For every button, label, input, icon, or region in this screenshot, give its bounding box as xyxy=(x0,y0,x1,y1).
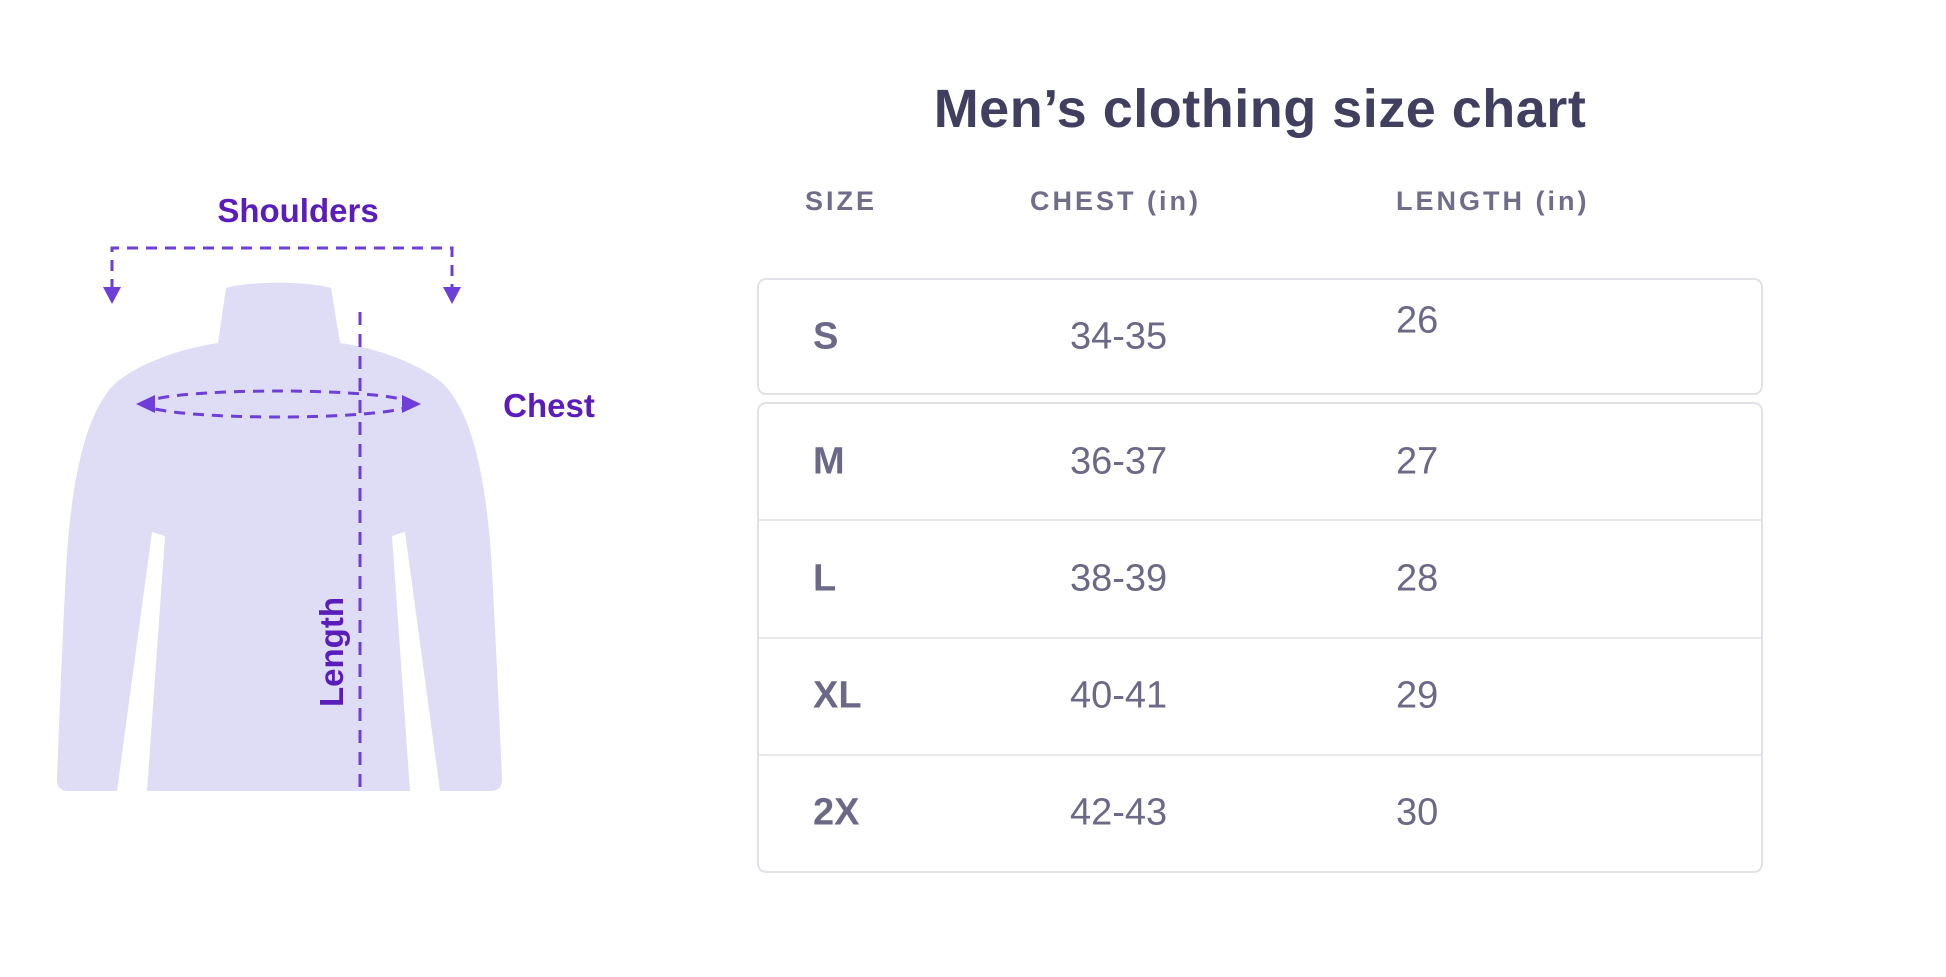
chest-cell: 40-41 xyxy=(1070,674,1168,717)
chest-label: Chest xyxy=(503,387,595,424)
size-cell: L xyxy=(813,557,837,600)
chest-cell: 42-43 xyxy=(1070,791,1168,834)
size-cell: M xyxy=(813,440,845,483)
table-row: M 36-37 27 xyxy=(759,404,1761,519)
length-cell: 29 xyxy=(1396,674,1439,717)
length-label: Length xyxy=(313,597,350,707)
chest-cell: 38-39 xyxy=(1070,557,1168,600)
size-table-row-group-m-2x: M 36-37 27 L 38-39 28 XL 40-41 29 2X 42-… xyxy=(757,402,1763,873)
table-row: 2X 42-43 30 xyxy=(759,753,1761,871)
chest-cell: 34-35 xyxy=(1070,315,1168,357)
chest-arrow-right xyxy=(402,395,421,413)
column-header-length: LENGTH (in) xyxy=(1396,186,1590,216)
size-cell: 2X xyxy=(813,791,860,834)
sleeve-gap-left xyxy=(117,532,165,791)
sleeve-gap-right xyxy=(392,532,440,791)
table-row: L 38-39 28 xyxy=(759,519,1761,636)
shoulders-label: Shoulders xyxy=(217,192,379,229)
length-cell: 27 xyxy=(1396,440,1439,483)
length-cell: 30 xyxy=(1396,791,1439,834)
shirt-illustration xyxy=(56,246,503,791)
column-header-size: SIZE xyxy=(805,186,878,216)
size-cell: S xyxy=(813,315,839,357)
shoulders-arrow-right xyxy=(443,287,461,304)
length-cell: 28 xyxy=(1396,557,1439,600)
chest-arrow-left xyxy=(136,395,155,413)
length-cell: 26 xyxy=(1396,299,1439,341)
shoulders-measure-line xyxy=(110,246,454,290)
shirt-measurement-diagram xyxy=(40,140,600,820)
shirt-silhouette xyxy=(56,282,503,791)
table-row: XL 40-41 29 xyxy=(759,636,1761,754)
size-table-row-group-s: S 34-35 26 xyxy=(757,278,1763,395)
table-row: S 34-35 26 xyxy=(759,280,1761,393)
chest-cell: 36-37 xyxy=(1070,440,1168,483)
page-title: Men’s clothing size chart xyxy=(933,79,1587,139)
shoulders-arrow-left xyxy=(103,287,121,304)
column-header-chest: CHEST (in) xyxy=(1030,186,1201,216)
size-cell: XL xyxy=(813,674,862,717)
